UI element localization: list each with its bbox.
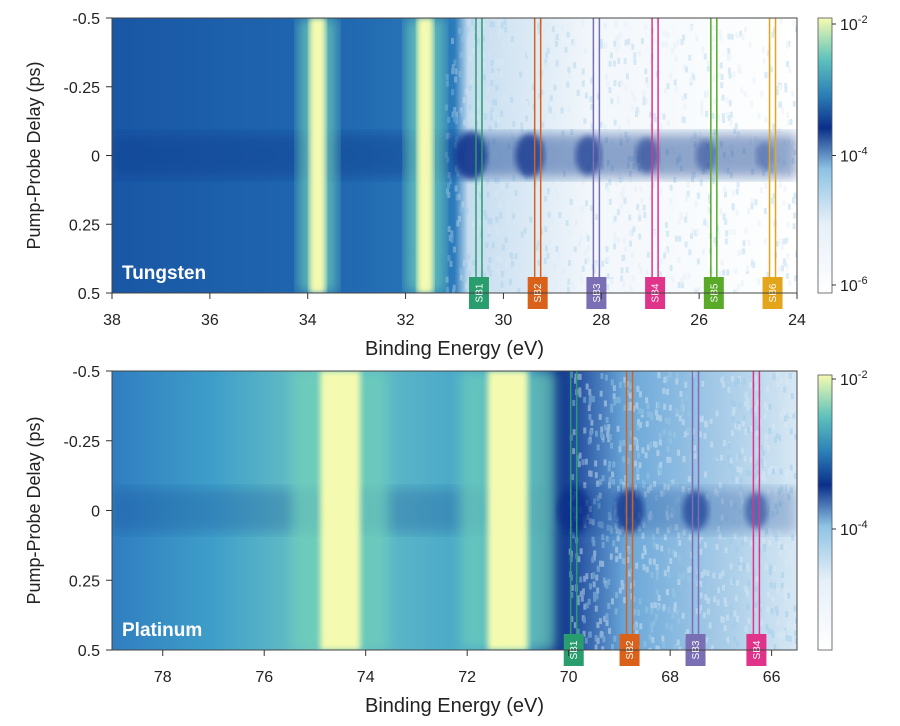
- sideband-feature: [744, 492, 768, 529]
- y-tick-label: 0.25: [69, 573, 100, 590]
- x-axis-label: Binding Energy (eV): [365, 695, 544, 717]
- y-tick-label: 0: [91, 504, 100, 521]
- bright-band: [417, 18, 434, 293]
- sideband-feature: [615, 488, 645, 533]
- sideband-feature: [515, 133, 545, 178]
- y-tick-label: -0.25: [64, 434, 101, 451]
- colorbar-tick-label: 10-2: [840, 14, 868, 34]
- x-tick-label: 28: [592, 312, 610, 329]
- x-tick-label: 76: [255, 669, 273, 686]
- bright-band: [487, 371, 528, 650]
- colorbar-tick-label: 10-4: [840, 519, 868, 539]
- heatmap-image: [112, 18, 797, 293]
- y-tick-label: -0.5: [72, 11, 100, 28]
- sideband-feature: [454, 131, 487, 180]
- x-tick-label: 70: [560, 669, 578, 686]
- x-tick-label: 38: [103, 312, 121, 329]
- y-tick-label: 0.5: [78, 286, 100, 303]
- zero-delay-band: [112, 133, 797, 178]
- colorbar-tick-label: 10-2: [840, 369, 868, 389]
- x-tick-label: 36: [201, 312, 219, 329]
- y-tick-label: -0.5: [72, 364, 100, 381]
- sideband-feature: [557, 486, 590, 535]
- sideband-feature: [756, 141, 774, 170]
- colorbar-tick-label: 10-4: [840, 146, 868, 166]
- x-tick-label: 34: [299, 312, 317, 329]
- sideband-feature: [695, 139, 716, 172]
- x-tick-label: 78: [154, 669, 172, 686]
- x-tick-label: 74: [357, 669, 375, 686]
- sideband-feature: [635, 137, 659, 174]
- y-tick-label: 0: [91, 149, 100, 166]
- x-tick-label: 30: [495, 312, 513, 329]
- y-tick-label: 0.25: [69, 217, 100, 234]
- colorbar: 10-2 10-4 10-6: [817, 14, 868, 295]
- y-tick-label: 0.5: [78, 643, 100, 660]
- colorbar-gradient: [817, 17, 833, 294]
- colorbar: 10-2 10-4: [817, 369, 868, 651]
- y-axis-label: Pump-Probe Delay (ps): [24, 416, 44, 604]
- colorbar-tick-label: 10-6: [840, 275, 868, 295]
- sideband-feature: [682, 490, 709, 531]
- bright-band: [309, 18, 326, 293]
- x-tick-label: 26: [690, 312, 708, 329]
- panel-label: Platinum: [122, 620, 202, 641]
- bright-band: [320, 371, 361, 650]
- x-tick-label: 72: [458, 669, 476, 686]
- y-axis-label: Pump-Probe Delay (ps): [24, 61, 44, 249]
- x-tick-label: 32: [397, 312, 415, 329]
- x-tick-label: 68: [661, 669, 679, 686]
- heatmap-image: [112, 371, 797, 650]
- x-axis-label: Binding Energy (eV): [365, 338, 544, 360]
- sideband-feature: [575, 135, 602, 176]
- x-tick-label: 66: [763, 669, 781, 686]
- colorbar-gradient: [817, 374, 833, 651]
- panel-label: Tungsten: [122, 263, 206, 284]
- x-tick-label: 24: [788, 312, 806, 329]
- y-tick-label: -0.25: [64, 80, 101, 97]
